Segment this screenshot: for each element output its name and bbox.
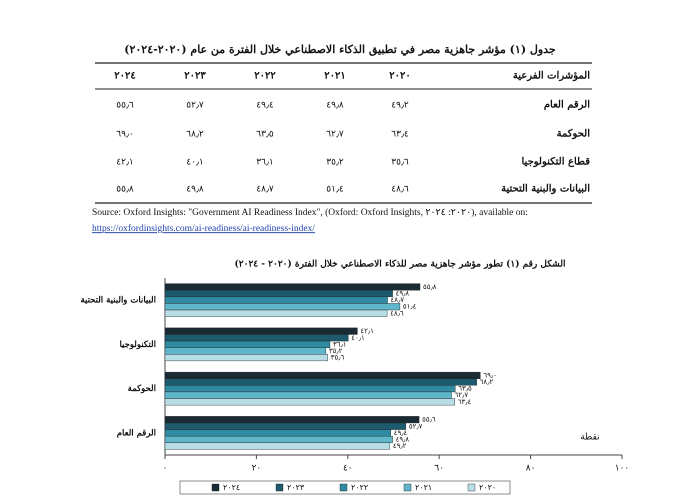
table-cell: ٤٠٫١: [186, 158, 203, 168]
bar: [164, 347, 327, 355]
table-header: ٢٠٢٣: [184, 71, 206, 82]
x-tick-label: ٤٠: [343, 464, 353, 474]
table-cell: ٥١٫٤: [326, 185, 344, 195]
table-cell: ٦٨٫٢: [186, 130, 204, 140]
row-label: قطاع التكنولوجيا: [522, 157, 591, 168]
table-cell: ٣٦٫١: [256, 158, 273, 168]
table-cell: ٣٥٫٢: [326, 158, 344, 168]
data-label: ٤٩٫٢: [393, 442, 407, 450]
legend-label: ٢٠٢٢: [351, 483, 368, 492]
table-cell: ٤٩٫٨: [326, 101, 344, 111]
x-tick-label: ٦٠: [434, 464, 444, 474]
bar: [164, 391, 452, 399]
table-cell: ٤٨٫٧: [256, 185, 274, 195]
data-label: ٦٨٫٢: [480, 378, 494, 386]
bar: [164, 398, 455, 406]
table-cell: ٣٥٫٦: [391, 158, 409, 168]
bar: [164, 340, 331, 348]
data-label: ٦٣٫٤: [458, 398, 472, 406]
table-header: ٢٠٢٠: [389, 71, 410, 82]
table-header: ٢٠٢١: [324, 71, 345, 82]
bar: [164, 309, 388, 317]
bar: [164, 442, 391, 450]
table-cell: ٥٥٫٨: [116, 185, 134, 195]
legend-label: ٢٠٢٠: [479, 483, 496, 492]
legend-swatch: [275, 483, 284, 492]
data-label: ٦٢٫٧: [455, 391, 469, 399]
table-cell: ٤٢٫١: [116, 158, 133, 168]
data-label: ٤٨٫٦: [390, 309, 404, 317]
table-header: ٢٠٢٤: [114, 71, 135, 82]
data-label: ٤٩٫٨: [396, 290, 410, 298]
legend-label: ٢٠٢٤: [223, 483, 240, 492]
x-tick-label: ٠: [163, 464, 168, 474]
bar: [164, 416, 420, 424]
data-label: ٥٢٫٧: [409, 422, 423, 430]
table-cell: ٦٣٫٤: [391, 130, 409, 140]
table-cell: ٦٩٫٠: [116, 130, 133, 140]
data-label: ٤٨٫٧: [391, 296, 405, 304]
data-label: ٥٥٫٦: [422, 416, 436, 424]
data-label: ٤٢٫١: [360, 327, 374, 335]
category-label: البيانات والبنية التحتية: [80, 295, 156, 306]
data-label: ٣٥٫٦: [331, 354, 345, 362]
data-label: ٤٩٫٤: [394, 429, 408, 437]
source-text: Source: Oxford Insights: "Government AI …: [92, 207, 528, 218]
table-header: ٢٠٢٢: [254, 71, 276, 82]
table-header: المؤشرات الفرعية: [513, 71, 590, 82]
source-link[interactable]: https://oxfordinsights.com/ai-readiness/…: [92, 223, 315, 234]
bar: [164, 435, 393, 443]
table-cell: ٤٨٫٦: [391, 185, 409, 195]
table-cell: ٤٩٫٢: [391, 101, 409, 111]
category-label: التكنولوجيا: [119, 339, 156, 350]
bar: [164, 303, 401, 311]
bar: [164, 327, 358, 335]
category-label: الرقم العام: [117, 427, 156, 438]
legend-box: [179, 480, 511, 495]
row-label: الرقم العام: [544, 100, 590, 111]
data-label: ٥٥٫٨: [423, 283, 437, 291]
table-cell: ٥٥٫٦: [116, 101, 134, 111]
table-title: جدول (١) مؤشر جاهزية مصر في تطبيق الذكاء…: [124, 43, 556, 57]
chart-title: الشكل رقم (١) تطور مؤشر جاهزية مصر للذكا…: [235, 259, 566, 270]
x-tick-label: ٨٠: [526, 464, 536, 474]
row-label: البيانات والبنية التحتية: [501, 184, 590, 195]
bar: [164, 334, 349, 342]
legend-swatch: [339, 483, 348, 492]
table-cell: ٦٣٫٥: [256, 130, 274, 140]
table-cell: ٥٢٫٧: [186, 101, 204, 111]
row-label: الحوكمة: [557, 129, 591, 140]
bar: [164, 354, 328, 362]
table-cell: ٦٢٫٧: [326, 130, 344, 140]
table-cell: ٤٩٫٤: [256, 101, 274, 111]
table: المؤشرات الفرعية ٢٠٢٠ ٢٠٢١ ٢٠٢٢ ٢٠٢٣ ٢٠٢٤ الرق…: [114, 71, 590, 195]
x-tick-label: ٢٠: [252, 464, 262, 474]
legend-swatch: [403, 483, 412, 492]
bar: [164, 290, 393, 298]
legend-swatch: [467, 483, 476, 492]
bar: [164, 385, 456, 393]
bar: [164, 296, 388, 304]
bar: [164, 378, 477, 386]
legend-swatch: [211, 483, 220, 492]
bar: [164, 422, 407, 430]
data-label: ٤٠٫١: [351, 334, 365, 342]
legend-label: ٢٠٢١: [415, 483, 432, 492]
category-label: الحوكمة: [128, 383, 156, 394]
data-label: ٥١٫٤: [403, 303, 417, 311]
axis-label: نقطة: [580, 433, 599, 443]
x-tick-label: ١٠٠: [615, 464, 630, 474]
table-cell: ٤٩٫٨: [186, 185, 204, 195]
data-label: ٦٣٫٥: [458, 385, 472, 393]
data-label: ٤٩٫٨: [396, 435, 410, 443]
data-label: ٦٩٫٠: [483, 371, 497, 379]
chart: ٠ ٢٠ ٤٠ ٦٠ ٨٠ ١٠٠ البيانات والبنية التحتية ٥٥٫٨…: [80, 278, 630, 495]
bar: [164, 429, 391, 437]
bar: [164, 371, 481, 379]
data-label: ٣٦٫١: [333, 340, 347, 348]
bar: [164, 283, 421, 291]
legend-label: ٢٠٢٣: [287, 483, 305, 492]
data-label: ٣٥٫٢: [329, 347, 343, 355]
